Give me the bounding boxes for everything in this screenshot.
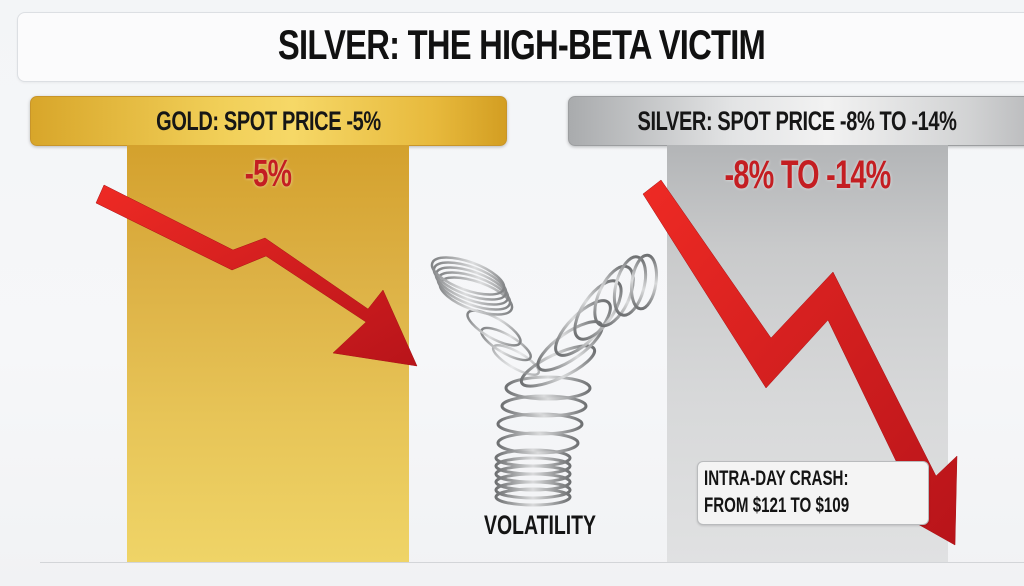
spring-icon (430, 253, 658, 507)
chart-baseline (40, 562, 1024, 563)
volatility-label: VOLATILITY (484, 510, 596, 540)
gold-header-bar: GOLD: SPOT PRICE -5% (30, 96, 507, 146)
gold-value-label: -5% (244, 153, 292, 195)
callout-line-2: FROM $121 TO $109 (704, 494, 850, 517)
page-title: SILVER: THE HIGH-BETA VICTIM (277, 21, 766, 68)
gold-bar: -5% (127, 145, 409, 562)
silver-header-bar: SILVER: SPOT PRICE -8% TO -14% (568, 96, 1024, 146)
gold-header-label: GOLD: SPOT PRICE -5% (156, 106, 381, 136)
intraday-crash-callout: INTRA-DAY CRASH: FROM $121 TO $109 (697, 461, 929, 525)
callout-line-1: INTRA-DAY CRASH: (704, 467, 849, 490)
silver-value-label: -8% TO -14% (724, 153, 891, 197)
title-banner: SILVER: THE HIGH-BETA VICTIM (17, 12, 1024, 82)
silver-header-label: SILVER: SPOT PRICE -8% TO -14% (637, 106, 957, 136)
